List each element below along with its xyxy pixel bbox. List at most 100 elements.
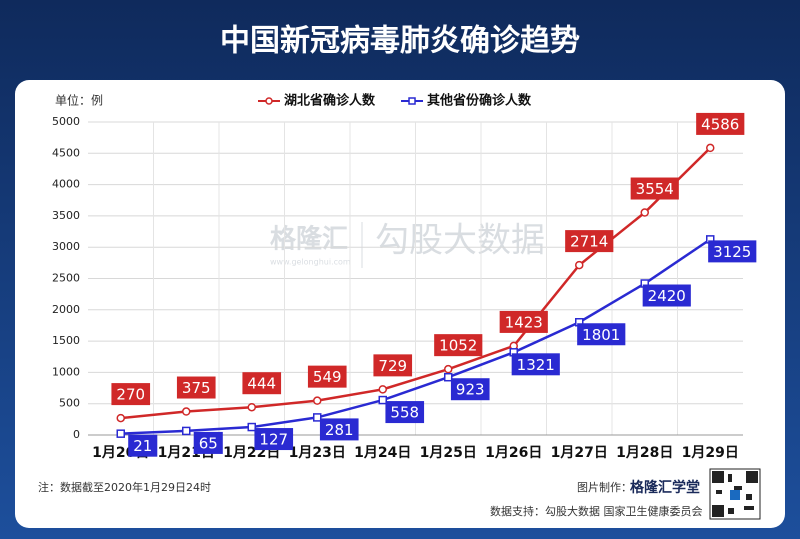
value-label-text: 1321 (517, 356, 555, 374)
point (575, 260, 584, 270)
x-tick-label: 1月26日 (485, 445, 542, 461)
value-label: 21 (128, 434, 158, 457)
x-tick-label: 1月23日 (289, 445, 346, 461)
value-label-text: 127 (259, 431, 288, 449)
value-label-text: 558 (390, 404, 419, 422)
value-label-text: 549 (313, 368, 342, 386)
y-tick-label: 2500 (52, 272, 80, 285)
point (182, 426, 191, 436)
note: 注：数据截至2020年1月29日24时 (38, 480, 211, 494)
y-tick-label: 5000 (52, 115, 80, 128)
y-tick-label: 2000 (52, 303, 80, 316)
value-label-box (450, 378, 490, 401)
value-label: 558 (385, 401, 425, 424)
value-label-text: 923 (456, 381, 485, 399)
value-label: 3125 (708, 240, 757, 263)
point (313, 413, 322, 422)
x-tick-label: 1月25日 (420, 445, 477, 461)
value-label: 1423 (499, 310, 548, 333)
value-label-box (630, 177, 679, 200)
value-label: 281 (319, 418, 359, 441)
y-axis-label: 单位：例 (55, 93, 103, 108)
value-label-box (307, 365, 347, 388)
y-tick-label: 1000 (52, 365, 80, 378)
value-label-text: 3554 (636, 180, 674, 198)
watermark: 格隆汇 www.gelonghui.com 勾股大数据 (270, 221, 545, 268)
legend-marker (265, 97, 273, 105)
watermark-url: www.gelonghui.com (270, 258, 351, 267)
value-label-box (385, 401, 425, 424)
y-tick-label: 3500 (52, 209, 80, 222)
value-label: 1321 (511, 353, 560, 376)
point (182, 407, 191, 416)
y-tick-label: 3000 (52, 240, 80, 253)
value-label-box (499, 310, 548, 333)
value-label-box (242, 372, 282, 395)
value-label: 2714 (565, 230, 614, 253)
value-label-box (319, 418, 359, 441)
point (378, 385, 387, 394)
value-label-text: 3125 (713, 243, 751, 261)
value-label-box (176, 376, 216, 399)
value-label-text: 4586 (701, 115, 739, 133)
value-label-box (111, 383, 151, 406)
y-tick-label: 500 (59, 397, 80, 410)
value-label-text: 1052 (439, 337, 477, 355)
value-label: 1052 (434, 334, 483, 357)
value-label: 127 (254, 428, 294, 451)
legend-label: 湖北省确诊人数 (284, 93, 376, 109)
x-tick-label: 1月27日 (551, 445, 608, 461)
y-tick-label: 0 (73, 428, 80, 441)
credit-brand: 格隆汇学堂 (630, 479, 700, 496)
value-label: 729 (373, 354, 413, 377)
x-tick-label: 1月24日 (354, 445, 411, 461)
point (313, 396, 322, 405)
y-tick-label: 1500 (52, 334, 80, 347)
value-label: 923 (450, 378, 490, 401)
point (640, 208, 649, 217)
point (247, 422, 256, 432)
value-label-text: 375 (182, 379, 211, 397)
point (247, 402, 256, 412)
value-label: 375 (176, 376, 216, 399)
credit-label: 图片制作： (577, 481, 632, 494)
y-tick-label: 4500 (52, 146, 80, 159)
value-label-box (696, 112, 745, 135)
series-line (120, 238, 711, 435)
value-label: 2420 (642, 284, 691, 307)
point (116, 429, 125, 438)
point (444, 372, 453, 382)
value-label: 4586 (696, 112, 745, 135)
chart-title: 中国新冠病毒肺炎确诊趋势 (220, 24, 580, 59)
value-label-box (254, 428, 294, 451)
legend-label: 其他省份确诊人数 (427, 93, 532, 109)
value-label-text: 2714 (570, 233, 608, 251)
value-label-box (373, 354, 413, 377)
value-label-text: 270 (116, 386, 145, 404)
point (116, 413, 125, 423)
point (444, 364, 453, 374)
qr-code (709, 468, 761, 520)
value-label-text: 729 (378, 357, 407, 375)
point (378, 395, 387, 405)
value-label: 65 (193, 431, 223, 454)
watermark-brand2: 勾股大数据 (375, 221, 545, 261)
x-tick-label: 1月29日 (682, 445, 739, 461)
value-label: 1801 (577, 323, 626, 346)
value-label-text: 21 (133, 437, 152, 455)
point (706, 143, 715, 153)
value-label-box (511, 353, 560, 376)
watermark-brand: 格隆汇 (270, 224, 348, 255)
value-label: 270 (111, 383, 151, 406)
value-label-text: 444 (247, 375, 276, 393)
x-tick-label: 1月28日 (616, 445, 673, 461)
value-label-text: 1423 (505, 313, 543, 331)
legend-item: 其他省份确诊人数 (401, 93, 532, 109)
value-label-box (708, 240, 757, 263)
value-label: 3554 (630, 177, 679, 200)
value-label-text: 65 (199, 434, 218, 452)
legend-item: 湖北省确诊人数 (258, 93, 376, 109)
legend-marker (408, 97, 416, 105)
value-label: 444 (242, 372, 282, 395)
